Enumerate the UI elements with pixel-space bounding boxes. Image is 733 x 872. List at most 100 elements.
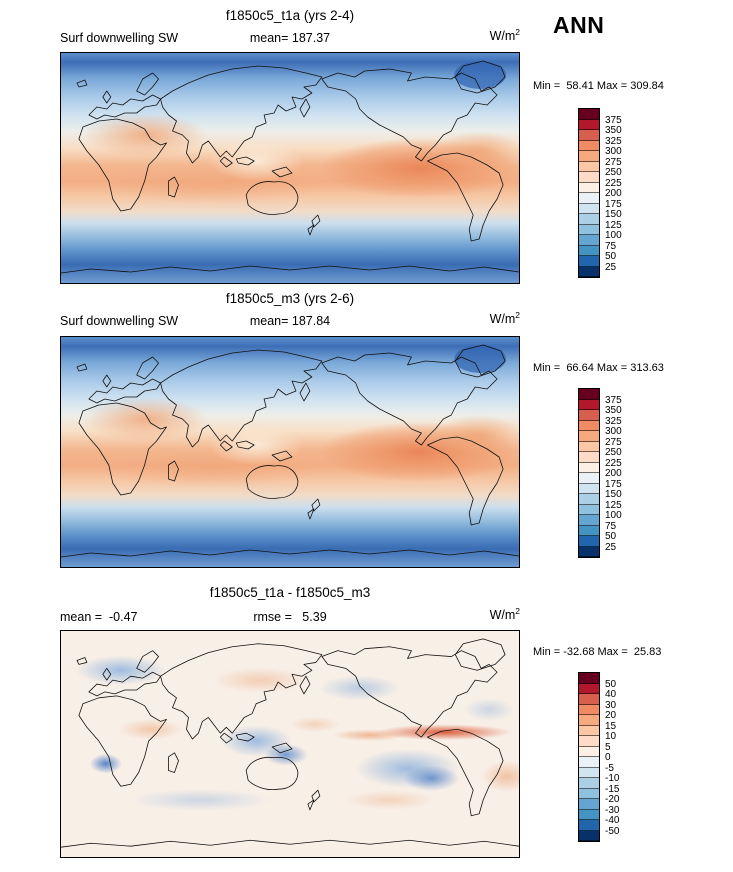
colorbar-tick-label: 175: [605, 198, 622, 210]
colorbar-box: [579, 788, 599, 799]
colorbar-box: [579, 462, 599, 473]
panel1-mean-label: mean= 187.37: [249, 31, 331, 45]
panel3-mean-label: mean = -0.47: [60, 610, 138, 624]
panel1-map: [60, 52, 520, 284]
panel3-minmax-label: Min = -32.68 Max = 25.83: [533, 646, 662, 658]
colorbar-tick-label: 0: [605, 752, 611, 763]
panel3-rmse-label: rmse = 5.39: [253, 610, 327, 624]
colorbar-tick-label: 200: [605, 468, 622, 479]
colorbar-box: [579, 536, 599, 547]
colorbar-box: [579, 778, 599, 789]
colorbar-box: [579, 109, 599, 120]
colorbar-box: [579, 441, 599, 452]
panel1-field-label: Surf downwelling SW: [60, 31, 179, 45]
colorbar-box: [579, 452, 599, 463]
units-exponent: 2: [515, 310, 520, 320]
panel2-colorbar: 375 350 325 300 275 250 225 200 175 150 125 100 75 50…: [578, 388, 622, 558]
panel1-units-label: W/m2: [420, 27, 520, 43]
colorbar-tick-label: 50: [605, 531, 617, 542]
colorbar-box: [579, 525, 599, 536]
panel2-mean-label: mean= 187.84: [249, 314, 331, 328]
colorbar-box: [579, 494, 599, 505]
colorbar-tick-label: 100: [605, 510, 622, 521]
colorbar-box: [579, 704, 599, 715]
colorbar-box: [579, 119, 599, 130]
colorbar-tick-label: -40: [605, 815, 620, 826]
colorbar-box: [579, 483, 599, 494]
season-label: ANN: [553, 12, 605, 38]
colorbar-tick-label: 5: [605, 741, 611, 753]
panel2-map: [60, 336, 520, 568]
colorbar-box: [579, 140, 599, 151]
colorbar-box: [579, 736, 599, 747]
panel3-title: f1850c5_t1a - f1850c5_m3: [209, 585, 371, 600]
colorbar-tick-label: 350: [605, 405, 622, 416]
panel3-units-label: W/m2: [420, 606, 520, 622]
colorbar-tick-label: 75: [605, 240, 617, 252]
colorbar-box: [579, 757, 599, 768]
colorbar-tick-label: -15: [605, 783, 620, 795]
panel2-minmax-label: Min = 66.64 Max = 313.63: [533, 362, 664, 374]
panel1-minmax-label: Min = 58.41 Max = 309.84: [533, 80, 664, 92]
colorbar-box: [579, 725, 599, 736]
colorbar-tick-label: 150: [605, 489, 622, 500]
colorbar-box: [579, 767, 599, 778]
units-base: W/m: [489, 312, 516, 327]
colorbar-tick-label: 20: [605, 710, 617, 721]
colorbar-box: [579, 256, 599, 267]
colorbar-box: [579, 193, 599, 204]
colorbar-box: [579, 151, 599, 162]
colorbar-tick-label: 10: [605, 731, 617, 742]
panel1-colorbar: 375 350 325 300 275 250 225 200 175 150 125 100 75 50…: [578, 108, 622, 278]
colorbar-box: [579, 224, 599, 235]
panel3-difference-map: [60, 630, 520, 858]
colorbar-box: [579, 546, 599, 557]
colorbar-tick-label: 275: [605, 156, 622, 168]
colorbar-tick-label: 75: [605, 520, 617, 532]
colorbar-tick-label: -5: [605, 762, 614, 774]
colorbar-tick-label: 275: [605, 436, 622, 448]
units-base: W/m: [489, 29, 516, 44]
colorbar-box: [579, 830, 599, 841]
colorbar-tick-label: 30: [605, 699, 617, 711]
colorbar-box: [579, 820, 599, 831]
colorbar-tick-label: 250: [605, 447, 622, 458]
colorbar-tick-label: 300: [605, 426, 622, 437]
colorbar-tick-label: 175: [605, 478, 622, 490]
colorbar-tick-label: 225: [605, 177, 622, 189]
panel2-field-label: Surf downwelling SW: [60, 314, 179, 328]
units-base: W/m: [489, 608, 516, 623]
colorbar-box: [579, 473, 599, 484]
colorbar-tick-label: 325: [605, 135, 622, 147]
colorbar-box: [579, 431, 599, 442]
colorbar-tick-label: 325: [605, 415, 622, 427]
colorbar-box: [579, 809, 599, 820]
colorbar-box: [579, 420, 599, 431]
colorbar-box: [579, 799, 599, 810]
colorbar-box: [579, 203, 599, 214]
colorbar-tick-label: 150: [605, 209, 622, 220]
units-exponent: 2: [515, 606, 520, 616]
colorbar-tick-label: 125: [605, 499, 622, 511]
colorbar-box: [579, 694, 599, 705]
colorbar-box: [579, 673, 599, 684]
colorbar-tick-label: 200: [605, 188, 622, 199]
colorbar-tick-label: 300: [605, 146, 622, 157]
colorbar-tick-label: 250: [605, 167, 622, 178]
colorbar-box: [579, 746, 599, 757]
colorbar-tick-label: 100: [605, 230, 622, 241]
units-exponent: 2: [515, 27, 520, 37]
colorbar-tick-label: 25: [605, 541, 617, 553]
colorbar-tick-label: -50: [605, 825, 620, 837]
panel1-title: f1850c5_t1a (yrs 2-4): [225, 8, 355, 23]
colorbar-box: [579, 235, 599, 246]
colorbar-tick-label: 125: [605, 219, 622, 231]
colorbar-box: [579, 130, 599, 141]
colorbar-box: [579, 504, 599, 515]
colorbar-tick-label: 350: [605, 125, 622, 136]
colorbar-box: [579, 266, 599, 277]
colorbar-box: [579, 410, 599, 421]
colorbar-tick-label: 40: [605, 689, 617, 700]
colorbar-tick-label: 375: [605, 394, 622, 406]
